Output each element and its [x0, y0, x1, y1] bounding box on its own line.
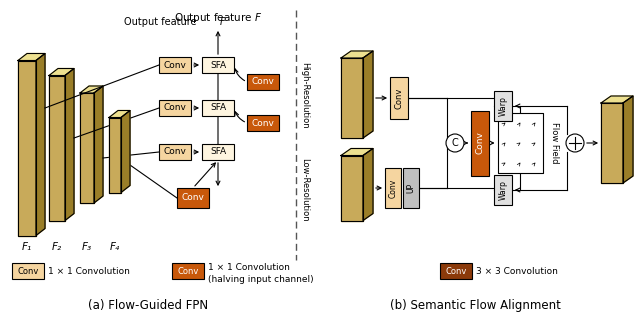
Polygon shape — [80, 93, 94, 203]
Bar — [159, 100, 191, 116]
Polygon shape — [36, 54, 45, 235]
Text: F: F — [220, 17, 226, 27]
Bar — [159, 57, 191, 73]
Polygon shape — [94, 86, 103, 203]
Text: Output feature: Output feature — [124, 17, 200, 27]
Bar — [494, 91, 512, 121]
Bar — [494, 175, 512, 205]
Text: 1 × 1 Convolution: 1 × 1 Convolution — [48, 266, 130, 276]
Bar — [177, 188, 209, 208]
Bar — [247, 74, 279, 90]
Text: Conv: Conv — [17, 266, 38, 276]
Text: Conv: Conv — [394, 87, 403, 109]
Text: F₃: F₃ — [82, 242, 92, 252]
Text: Conv: Conv — [177, 266, 198, 276]
Text: Conv: Conv — [252, 78, 275, 86]
Text: Flow Field: Flow Field — [550, 122, 559, 164]
Polygon shape — [109, 110, 130, 117]
Polygon shape — [80, 86, 103, 93]
Bar — [390, 77, 408, 119]
Text: F₁: F₁ — [22, 242, 32, 252]
Text: (halving input channel): (halving input channel) — [208, 275, 314, 284]
Polygon shape — [109, 117, 121, 192]
Bar — [202, 144, 234, 160]
Text: High-Resolution: High-Resolution — [300, 62, 309, 128]
Bar — [159, 144, 191, 160]
Circle shape — [566, 134, 584, 152]
Circle shape — [446, 134, 464, 152]
Text: Conv: Conv — [476, 131, 484, 154]
Polygon shape — [65, 69, 74, 220]
Text: C: C — [452, 138, 458, 148]
Text: (b) Semantic Flow Alignment: (b) Semantic Flow Alignment — [390, 299, 561, 311]
Bar — [440, 263, 472, 279]
Text: Conv: Conv — [252, 118, 275, 128]
Text: Conv: Conv — [445, 266, 467, 276]
Bar — [12, 263, 44, 279]
Bar — [497, 113, 543, 173]
Text: 3 × 3 Convolution: 3 × 3 Convolution — [476, 266, 558, 276]
Bar — [202, 57, 234, 73]
Text: Warp: Warp — [499, 96, 508, 116]
Text: F₂: F₂ — [52, 242, 62, 252]
Text: Conv: Conv — [388, 178, 397, 198]
Bar — [247, 115, 279, 131]
Text: Output feature $F$: Output feature $F$ — [174, 11, 262, 25]
Polygon shape — [18, 61, 36, 235]
Text: UP: UP — [406, 183, 415, 193]
Text: F₄: F₄ — [110, 242, 120, 252]
Bar — [385, 168, 401, 208]
Bar — [202, 100, 234, 116]
Polygon shape — [363, 149, 373, 220]
Polygon shape — [623, 96, 633, 183]
Polygon shape — [341, 58, 363, 138]
Text: Conv: Conv — [164, 103, 186, 113]
Polygon shape — [601, 103, 623, 183]
Polygon shape — [121, 110, 130, 192]
Polygon shape — [49, 69, 74, 76]
Polygon shape — [18, 54, 45, 61]
Text: 1 × 1 Convolution: 1 × 1 Convolution — [208, 263, 290, 271]
Bar — [471, 110, 489, 175]
Text: (a) Flow-Guided FPN: (a) Flow-Guided FPN — [88, 299, 208, 311]
Text: Conv: Conv — [164, 61, 186, 70]
Text: Low-Resolution: Low-Resolution — [300, 158, 309, 222]
Polygon shape — [49, 76, 65, 220]
Polygon shape — [341, 51, 373, 58]
Polygon shape — [363, 51, 373, 138]
Text: SFA: SFA — [210, 147, 226, 157]
Polygon shape — [341, 155, 363, 220]
Polygon shape — [601, 96, 633, 103]
Text: Conv: Conv — [182, 194, 204, 203]
Polygon shape — [341, 149, 373, 155]
Text: Conv: Conv — [164, 147, 186, 157]
Text: SFA: SFA — [210, 103, 226, 113]
Bar — [172, 263, 204, 279]
Text: Warp: Warp — [499, 180, 508, 200]
Bar — [403, 168, 419, 208]
Text: SFA: SFA — [210, 61, 226, 70]
